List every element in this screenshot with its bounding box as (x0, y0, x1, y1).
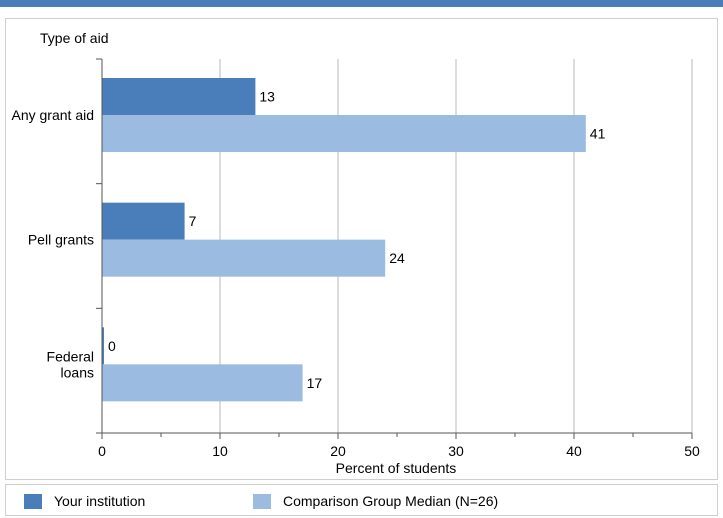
bar (102, 202, 185, 240)
label-layer: 13 41 7 24 0 17 (108, 89, 606, 391)
legend-label-your-institution: Your institution (54, 493, 146, 509)
bar-value-label: 17 (307, 375, 323, 391)
y-tick-label: Pell grants (28, 232, 94, 248)
bar (102, 364, 303, 402)
bar (102, 327, 104, 365)
bar-value-label: 0 (108, 338, 116, 354)
bar-value-label: 7 (189, 213, 197, 229)
x-tick-label: 10 (212, 443, 228, 459)
bar (102, 239, 386, 277)
x-tick-label: 50 (684, 443, 700, 459)
legend-swatch-your-institution (24, 493, 42, 509)
y-tick-label: Federal loans (47, 348, 94, 380)
y-tick-label: Any grant aid (12, 107, 95, 123)
bar-value-label: 41 (590, 126, 606, 142)
x-tick-label: 20 (330, 443, 346, 459)
y-axis-title: Type of aid (40, 30, 109, 46)
x-tick-label: 40 (566, 443, 582, 459)
legend: Your institution Comparison Group Median… (5, 484, 718, 516)
chart-frame (5, 18, 718, 480)
legend-swatch-comparison-group (253, 493, 271, 509)
legend-label-comparison-group: Comparison Group Median (N=26) (283, 493, 499, 509)
x-tick-label: 0 (98, 443, 106, 459)
axis-layer: 0 10 20 30 40 50 Any grant aid Pell grants Feder… (12, 58, 700, 459)
bar (102, 115, 586, 152)
bar-value-label: 24 (389, 250, 405, 266)
bar-value-label: 13 (259, 89, 275, 105)
top-rule (0, 0, 723, 7)
bar (102, 78, 256, 115)
x-axis-title: Percent of students (336, 460, 457, 476)
legend-item-your-institution: Your institution (24, 493, 145, 509)
x-tick-label: 30 (448, 443, 464, 459)
legend-item-comparison-group: Comparison Group Median (N=26) (253, 493, 498, 509)
bar-layer (102, 78, 586, 402)
